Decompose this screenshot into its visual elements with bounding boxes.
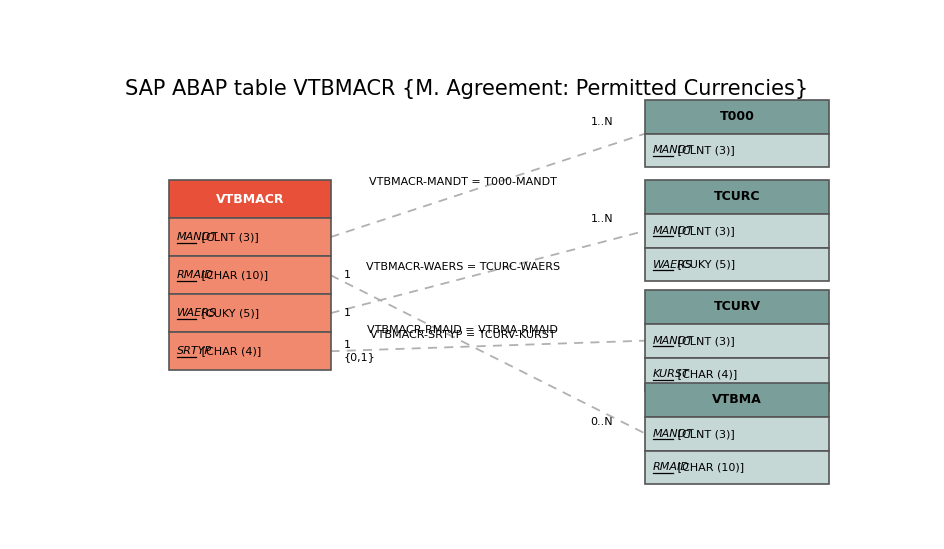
Text: VTBMACR-MANDT = T000-MANDT: VTBMACR-MANDT = T000-MANDT bbox=[368, 177, 556, 187]
Text: TCURV: TCURV bbox=[713, 300, 760, 313]
FancyBboxPatch shape bbox=[645, 451, 828, 484]
Text: MANDT: MANDT bbox=[652, 335, 693, 346]
Text: 1: 1 bbox=[344, 308, 350, 318]
Text: VTBMACR-WAERS = TCURC-WAERS: VTBMACR-WAERS = TCURC-WAERS bbox=[365, 262, 559, 272]
FancyBboxPatch shape bbox=[645, 290, 828, 324]
Text: 1
{0,1}: 1 {0,1} bbox=[344, 340, 375, 362]
Text: WAERS: WAERS bbox=[177, 308, 216, 318]
Text: RMAID: RMAID bbox=[177, 270, 213, 280]
Text: SAP ABAP table VTBMACR {M. Agreement: Permitted Currencies}: SAP ABAP table VTBMACR {M. Agreement: Pe… bbox=[126, 79, 808, 99]
Text: WAERS: WAERS bbox=[652, 260, 692, 270]
Text: [CHAR (10)]: [CHAR (10)] bbox=[673, 462, 743, 473]
Text: MANDT: MANDT bbox=[652, 429, 693, 439]
FancyBboxPatch shape bbox=[169, 218, 330, 256]
FancyBboxPatch shape bbox=[645, 214, 828, 248]
Text: [CHAR (4)]: [CHAR (4)] bbox=[197, 346, 261, 356]
Text: 1..N: 1..N bbox=[590, 215, 613, 225]
Text: VTBMA: VTBMA bbox=[712, 393, 761, 406]
FancyBboxPatch shape bbox=[645, 383, 828, 417]
FancyBboxPatch shape bbox=[169, 180, 330, 218]
FancyBboxPatch shape bbox=[169, 332, 330, 370]
FancyBboxPatch shape bbox=[645, 357, 828, 391]
Text: [CLNT (3)]: [CLNT (3)] bbox=[197, 232, 259, 242]
Text: T000: T000 bbox=[718, 110, 753, 123]
FancyBboxPatch shape bbox=[645, 100, 828, 133]
Text: [CLNT (3)]: [CLNT (3)] bbox=[673, 335, 734, 346]
Text: [CLNT (3)]: [CLNT (3)] bbox=[673, 429, 734, 439]
FancyBboxPatch shape bbox=[645, 180, 828, 214]
Text: MANDT: MANDT bbox=[652, 226, 693, 236]
Text: [CHAR (4)]: [CHAR (4)] bbox=[673, 369, 736, 379]
Text: [CLNT (3)]: [CLNT (3)] bbox=[673, 226, 734, 236]
Text: TCURC: TCURC bbox=[713, 191, 759, 204]
Text: 1: 1 bbox=[344, 270, 350, 280]
Text: VTBMACR-SRTYP = TCURV-KURST: VTBMACR-SRTYP = TCURV-KURST bbox=[370, 330, 555, 340]
Text: [CLNT (3)]: [CLNT (3)] bbox=[673, 145, 734, 155]
Text: KURST: KURST bbox=[652, 369, 689, 379]
Text: 0..N: 0..N bbox=[590, 417, 613, 427]
FancyBboxPatch shape bbox=[645, 417, 828, 451]
Text: [CHAR (10)]: [CHAR (10)] bbox=[197, 270, 268, 280]
Text: SRTYP: SRTYP bbox=[177, 346, 211, 356]
Text: MANDT: MANDT bbox=[177, 232, 217, 242]
Text: MANDT: MANDT bbox=[652, 145, 693, 155]
Text: 1..N: 1..N bbox=[590, 117, 613, 127]
Text: RMAID: RMAID bbox=[652, 462, 689, 473]
Text: VTBMACR: VTBMACR bbox=[215, 193, 284, 205]
FancyBboxPatch shape bbox=[645, 133, 828, 167]
FancyBboxPatch shape bbox=[645, 324, 828, 357]
FancyBboxPatch shape bbox=[169, 294, 330, 332]
Text: [CUKY (5)]: [CUKY (5)] bbox=[197, 308, 259, 318]
Text: VTBMACR-RMAID = VTBMA-RMAID: VTBMACR-RMAID = VTBMA-RMAID bbox=[367, 326, 558, 335]
FancyBboxPatch shape bbox=[169, 256, 330, 294]
FancyBboxPatch shape bbox=[645, 248, 828, 282]
Text: [CUKY (5)]: [CUKY (5)] bbox=[673, 260, 734, 270]
